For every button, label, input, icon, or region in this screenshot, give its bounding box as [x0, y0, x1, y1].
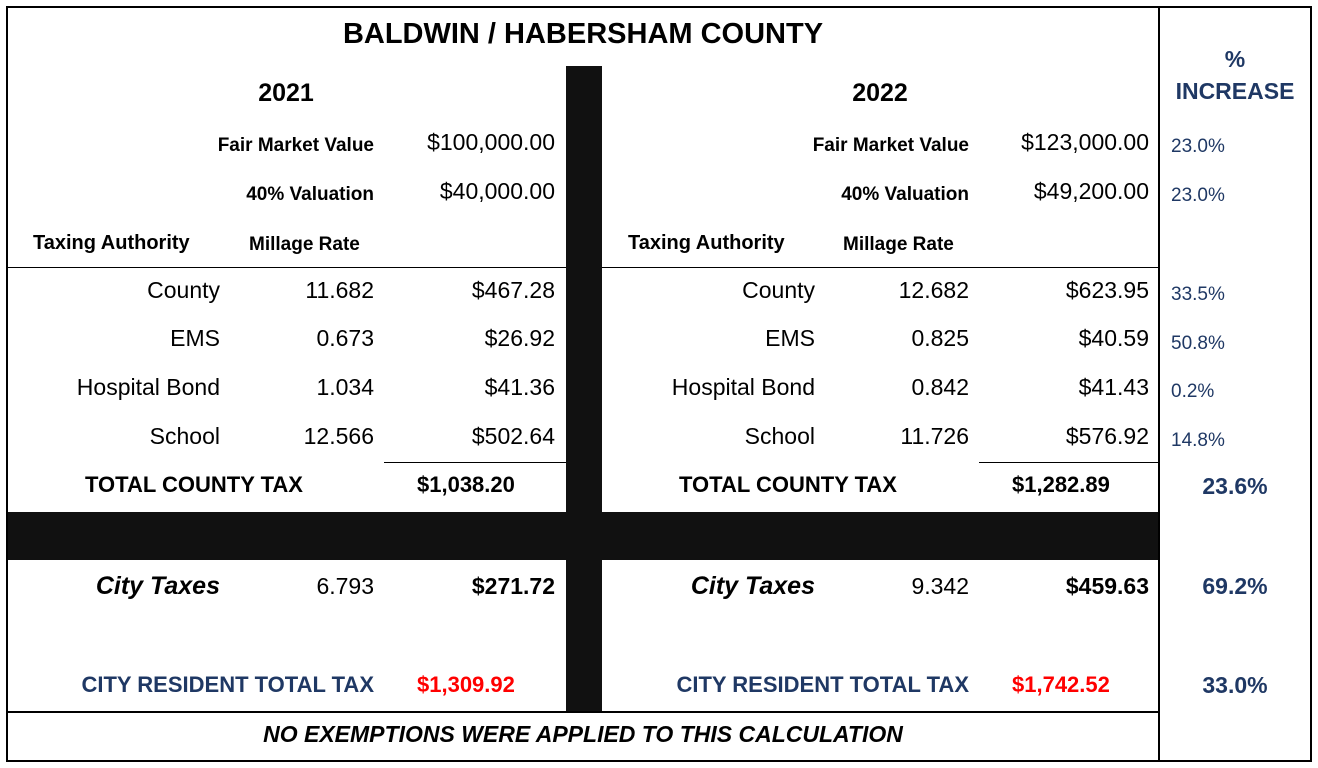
millage-rate-header-2021: Millage Rate — [249, 234, 360, 255]
millage-hospital-bond-2022: 0.842 — [911, 374, 969, 400]
authority-hospital-bond-2022: Hospital Bond — [671, 374, 815, 400]
footer-rule — [8, 711, 1158, 713]
header-rule-right — [602, 267, 1158, 268]
amount-county-2022: $623.95 — [1065, 277, 1149, 303]
footer-note: NO EXEMPTIONS WERE APPLIED TO THIS CALCU… — [263, 721, 903, 747]
increase-ems: 50.8% — [1171, 333, 1225, 354]
authority-ems-2021: EMS — [170, 325, 220, 351]
increase-school: 14.8% — [1171, 430, 1225, 451]
fair-market-value-2021: $100,000.00 — [427, 129, 555, 155]
increase-hospital-bond: 0.2% — [1171, 381, 1215, 402]
taxing-authority-header-2021: Taxing Authority — [33, 232, 190, 254]
total-county-tax-2021: $1,038.20 — [417, 472, 515, 497]
city-amount-2022: $459.63 — [1065, 573, 1149, 599]
valuation-2022: $49,200.00 — [1033, 178, 1149, 204]
valuation-label-2021: 40% Valuation — [246, 184, 374, 205]
city-resident-total-2022: $1,742.52 — [1012, 672, 1110, 697]
header-rule-left — [8, 267, 566, 268]
authority-school-2021: School — [149, 423, 220, 449]
authority-hospital-bond-2021: Hospital Bond — [76, 374, 220, 400]
millage-school-2021: 12.566 — [303, 423, 374, 449]
sum-rule-right — [979, 462, 1158, 463]
authority-ems-2022: EMS — [765, 325, 815, 351]
increase-column-divider — [1158, 6, 1160, 762]
city-millage-2021: 6.793 — [316, 573, 374, 599]
city-millage-2022: 9.342 — [911, 573, 969, 599]
millage-hospital-bond-2021: 1.034 — [316, 374, 374, 400]
page-title: BALDWIN / HABERSHAM COUNTY — [342, 18, 824, 50]
increase-valuation: 23.0% — [1171, 185, 1225, 206]
fair-market-value-label-2022: Fair Market Value — [812, 135, 969, 156]
taxing-authority-header-2022: Taxing Authority — [628, 232, 785, 254]
increase-county: 33.5% — [1171, 284, 1225, 305]
city-resident-total-label-2021: CITY RESIDENT TOTAL TAX — [81, 672, 374, 697]
total-county-tax-label-2021: TOTAL COUNTY TAX — [85, 472, 303, 497]
city-resident-total-2021: $1,309.92 — [417, 672, 515, 697]
amount-ems-2022: $40.59 — [1078, 325, 1149, 351]
increase-total-county-tax: 23.6% — [1202, 473, 1268, 499]
amount-hospital-bond-2021: $41.36 — [484, 374, 555, 400]
middle-black-band — [8, 512, 1158, 560]
amount-county-2021: $467.28 — [471, 277, 555, 303]
total-county-tax-2022: $1,282.89 — [1012, 472, 1110, 497]
center-black-bar — [566, 66, 602, 712]
increase-header-label: INCREASE — [1175, 78, 1295, 104]
amount-school-2021: $502.64 — [471, 423, 555, 449]
amount-hospital-bond-2022: $41.43 — [1078, 374, 1149, 400]
city-resident-total-label-2022: CITY RESIDENT TOTAL TAX — [676, 672, 969, 697]
table-frame — [6, 6, 1312, 762]
fair-market-value-2022: $123,000.00 — [1021, 129, 1149, 155]
increase-city-taxes: 69.2% — [1202, 573, 1268, 599]
millage-ems-2021: 0.673 — [316, 325, 374, 351]
amount-ems-2021: $26.92 — [484, 325, 555, 351]
millage-school-2022: 11.726 — [900, 423, 969, 449]
amount-school-2022: $576.92 — [1065, 423, 1149, 449]
authority-county-2021: County — [147, 277, 220, 303]
millage-ems-2022: 0.825 — [911, 325, 969, 351]
valuation-label-2022: 40% Valuation — [841, 184, 969, 205]
increase-header-symbol: % — [1224, 46, 1246, 72]
valuation-2021: $40,000.00 — [439, 178, 555, 204]
year-heading-2022: 2022 — [852, 79, 908, 107]
city-taxes-label-2022: City Taxes — [690, 572, 815, 600]
millage-county-2021: 11.682 — [305, 277, 374, 303]
millage-county-2022: 12.682 — [898, 277, 969, 303]
increase-city-resident-total: 33.0% — [1202, 672, 1268, 698]
increase-fair-market-value: 23.0% — [1171, 136, 1225, 157]
sum-rule-left — [384, 462, 566, 463]
city-amount-2021: $271.72 — [471, 573, 555, 599]
fair-market-value-label-2021: Fair Market Value — [217, 135, 374, 156]
total-county-tax-label-2022: TOTAL COUNTY TAX — [679, 472, 897, 497]
city-taxes-label-2021: City Taxes — [95, 572, 220, 600]
millage-rate-header-2022: Millage Rate — [843, 234, 954, 255]
authority-school-2022: School — [744, 423, 815, 449]
year-heading-2021: 2021 — [258, 79, 314, 107]
authority-county-2022: County — [742, 277, 815, 303]
